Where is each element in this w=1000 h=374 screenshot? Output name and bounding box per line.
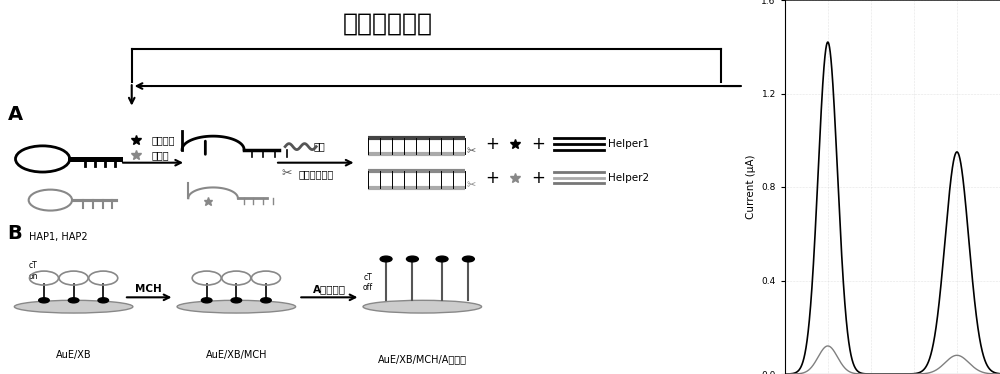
Text: 引物: 引物 [314, 142, 326, 151]
Text: ✂: ✂ [466, 147, 476, 156]
Circle shape [39, 298, 49, 303]
Text: HAP1, HAP2: HAP1, HAP2 [29, 232, 87, 242]
Text: +: + [532, 169, 545, 187]
Text: cT
on: cT on [29, 261, 38, 281]
Circle shape [98, 298, 109, 303]
Text: AuE/XB/MCH/A步产物: AuE/XB/MCH/A步产物 [378, 354, 467, 364]
Text: +: + [485, 169, 499, 187]
Text: 聚合酶内切酶: 聚合酶内切酶 [298, 169, 334, 179]
Ellipse shape [14, 300, 133, 313]
Text: +: + [485, 135, 499, 153]
Circle shape [261, 298, 271, 303]
Text: A步骤产物: A步骤产物 [313, 284, 346, 294]
Y-axis label: Current (μA): Current (μA) [746, 155, 756, 219]
Text: 目标循环放大: 目标循环放大 [342, 11, 432, 35]
Text: 水胺硫磷: 水胺硫磷 [151, 135, 175, 145]
Ellipse shape [177, 300, 296, 313]
Text: cT
off: cT off [363, 273, 373, 292]
Text: ✂: ✂ [466, 180, 476, 190]
Text: AuE/XB/MCH: AuE/XB/MCH [206, 350, 267, 360]
Text: ✂: ✂ [281, 168, 292, 180]
Text: 呀虫胺: 呀虫胺 [151, 150, 169, 160]
Text: A: A [8, 105, 23, 124]
Circle shape [380, 256, 392, 262]
Text: Helper2: Helper2 [608, 173, 649, 183]
Circle shape [68, 298, 79, 303]
Circle shape [406, 256, 418, 262]
Circle shape [231, 298, 242, 303]
Text: MCH: MCH [135, 284, 162, 294]
Ellipse shape [363, 300, 482, 313]
Text: +: + [532, 135, 545, 153]
Text: Helper1: Helper1 [608, 139, 649, 149]
Circle shape [436, 256, 448, 262]
Circle shape [201, 298, 212, 303]
Text: AuE/XB: AuE/XB [56, 350, 91, 360]
Circle shape [462, 256, 474, 262]
Text: B: B [8, 224, 22, 243]
